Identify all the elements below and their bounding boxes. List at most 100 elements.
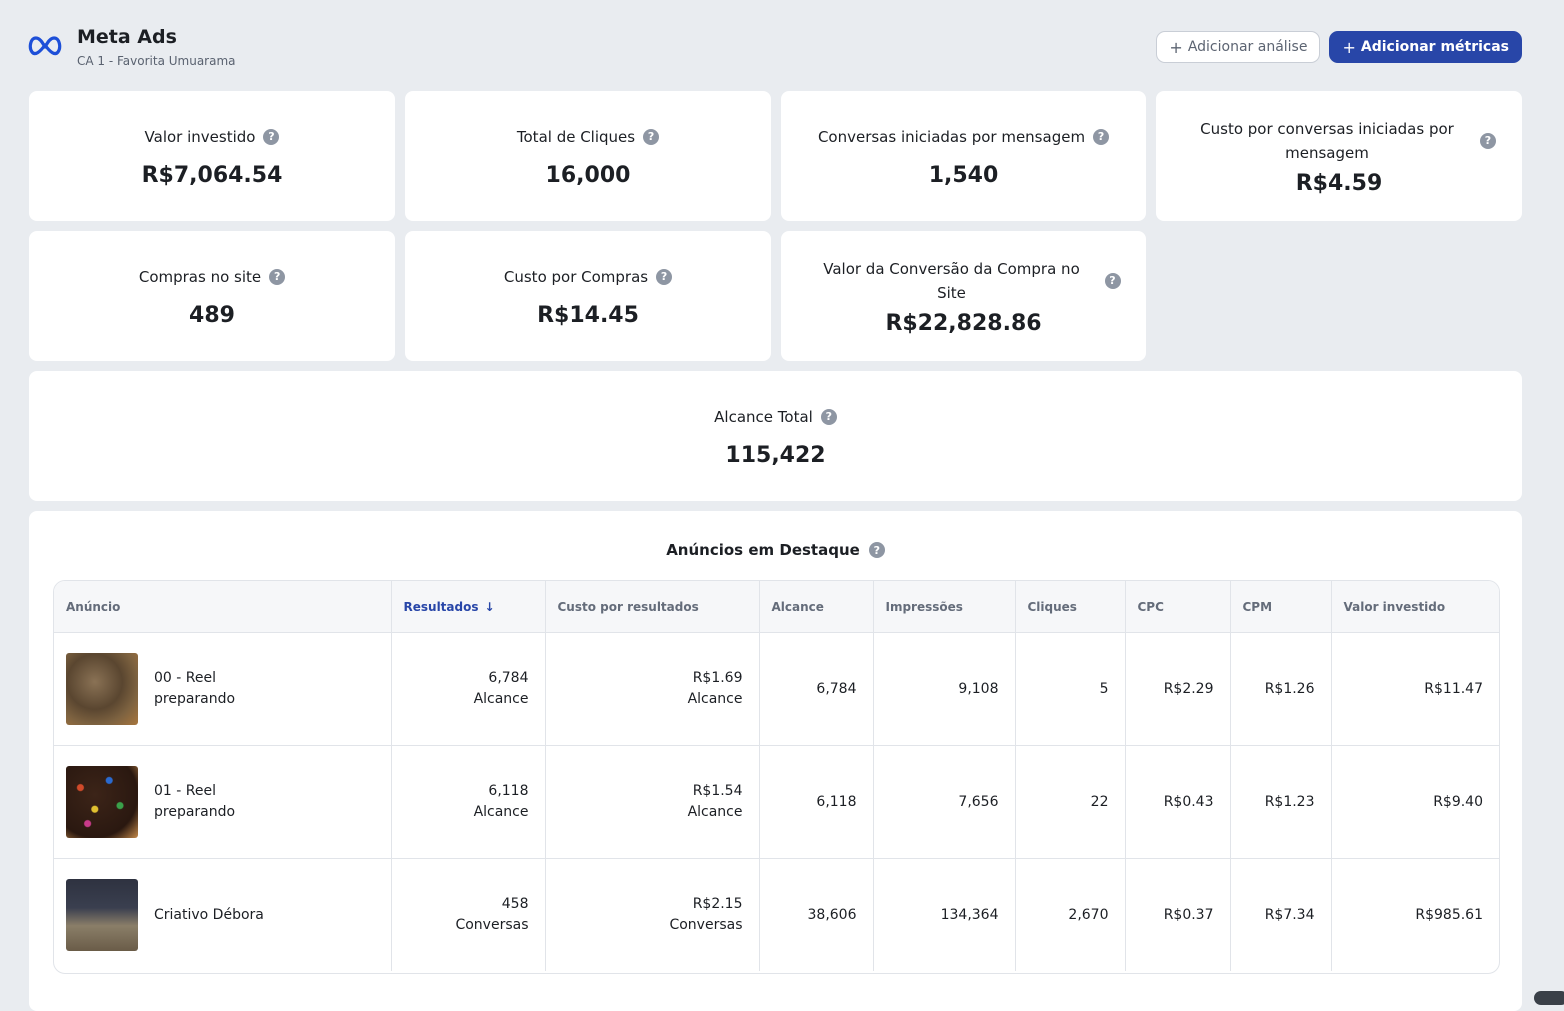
metric-value: 1,540 [928, 162, 999, 188]
metric-card-custo-conversas: Custo por conversas iniciadas por mensag… [1156, 91, 1522, 221]
help-icon[interactable]: ? [656, 268, 673, 285]
table-row[interactable]: 01 - Reel preparando 6,118 Alcance R$1.54 A… [54, 745, 1499, 859]
metric-label: Custo por conversas iniciadas por mensag… [1200, 119, 1454, 162]
cpc-cell: R$0.37 [1125, 858, 1231, 971]
results-type: Alcance [473, 804, 529, 820]
column-header-anuncio[interactable]: Anúncio [54, 581, 392, 633]
column-header-cpm[interactable]: CPM [1230, 581, 1332, 633]
results-type: Conversas [455, 917, 529, 933]
help-icon[interactable]: ? [643, 128, 660, 145]
app-title: Meta Ads [77, 26, 177, 48]
clicks-cell: 22 [1015, 745, 1126, 859]
metric-label: Alcance Total [714, 407, 813, 426]
section-title: Anúncios em Destaque [666, 541, 860, 559]
metric-card-valor-conversao: Valor da Conversão da Compra no Site? R$… [781, 231, 1146, 361]
metric-card-compras: Compras no site? 489 [29, 231, 395, 361]
metric-value: 115,422 [725, 442, 826, 468]
results-type: Alcance [473, 691, 529, 707]
metric-value: 16,000 [545, 162, 631, 188]
ad-thumbnail[interactable] [66, 653, 138, 725]
column-header-resultados[interactable]: Resultados ↓ [391, 581, 546, 633]
results-value: 6,784 [488, 670, 529, 686]
page-header: Meta Ads CA 1 - Favorita Umuarama + Adic… [28, 24, 1522, 74]
clicks-cell: 5 [1015, 632, 1126, 746]
table-row[interactable]: Criativo Débora 458 Conversas R$2.15 Conve… [54, 858, 1499, 971]
featured-ads-card: Anúncios em Destaque ? Anúncio Resultado… [29, 511, 1522, 1011]
add-metrics-label: Adicionar métricas [1360, 39, 1509, 55]
column-header-impressoes[interactable]: Impressões [873, 581, 1016, 633]
cpm-cell: R$1.26 [1230, 632, 1332, 746]
help-icon[interactable]: ? [820, 408, 837, 425]
reach-cell: 38,606 [759, 858, 874, 971]
metric-value: R$7,064.54 [141, 162, 283, 188]
metric-label: Compras no site [138, 267, 262, 286]
metric-label: Conversas iniciadas por mensagem [817, 127, 1086, 146]
header-actions: + Adicionar análise + Adicionar métricas [1156, 31, 1522, 63]
metric-value: R$14.45 [537, 302, 639, 328]
plus-icon: + [1342, 37, 1356, 57]
cpc-cell: R$0.43 [1125, 745, 1231, 859]
featured-ads-table: Anúncio Resultados ↓ Custo por resultados… [53, 580, 1500, 974]
column-header-valor-investido[interactable]: Valor investido [1331, 581, 1499, 633]
clicks-cell: 2,670 [1015, 858, 1126, 971]
ad-name: Criativo Débora [154, 906, 264, 923]
metric-card-valor-investido: Valor investido? R$7,064.54 [29, 91, 395, 221]
metric-label: Valor da Conversão da Compra no Site [823, 259, 1080, 302]
ad-thumbnail[interactable] [66, 879, 138, 951]
arrow-down-icon: ↓ [484, 599, 495, 614]
spent-cell: R$985.61 [1415, 907, 1483, 923]
ad-name: 00 - Reel [154, 670, 216, 686]
column-header-cpc[interactable]: CPC [1125, 581, 1231, 633]
column-header-label: Resultados [403, 599, 479, 614]
ad-thumbnail[interactable] [66, 766, 138, 838]
spent-cell: R$9.40 [1331, 745, 1499, 859]
column-header-cliques[interactable]: Cliques [1015, 581, 1126, 633]
add-analysis-button[interactable]: + Adicionar análise [1156, 31, 1321, 63]
floating-widget-tab[interactable] [1534, 991, 1564, 1005]
ad-name: preparando [154, 804, 236, 820]
metric-card-custo-compras: Custo por Compras? R$14.45 [405, 231, 771, 361]
cost-type: Alcance [687, 691, 743, 707]
add-analysis-label: Adicionar análise [1187, 39, 1308, 55]
help-icon[interactable]: ? [868, 542, 885, 558]
column-header-alcance[interactable]: Alcance [759, 581, 874, 633]
impressions-cell: 134,364 [873, 858, 1016, 971]
table-row[interactable]: 00 - Reel preparando 6,784 Alcance R$1.69 A… [54, 632, 1499, 746]
account-name: CA 1 - Favorita Umuarama [77, 54, 236, 68]
metric-value: 489 [189, 302, 235, 328]
column-header-custo[interactable]: Custo por resultados [545, 581, 760, 633]
metric-card-conversas: Conversas iniciadas por mensagem? 1,540 [781, 91, 1146, 221]
plus-icon: + [1169, 37, 1183, 57]
metric-card-alcance-total: Alcance Total? 115,422 [29, 371, 1522, 501]
cost-type: Conversas [669, 917, 743, 933]
impressions-cell: 7,656 [873, 745, 1016, 859]
cpm-cell: R$7.34 [1230, 858, 1332, 971]
metric-label: Custo por Compras [503, 267, 649, 286]
help-icon[interactable]: ? [1480, 132, 1496, 149]
cost-value: R$1.69 [692, 670, 743, 686]
metric-label: Total de Cliques [516, 127, 636, 146]
metric-card-total-cliques: Total de Cliques? 16,000 [405, 91, 771, 221]
help-icon[interactable]: ? [1104, 272, 1121, 289]
cost-type: Alcance [687, 804, 743, 820]
results-value: 458 [501, 896, 529, 912]
metric-value: R$4.59 [1295, 170, 1383, 196]
metric-label: Valor investido [144, 127, 256, 146]
help-icon[interactable]: ? [269, 268, 286, 285]
reach-cell: 6,784 [759, 632, 874, 746]
help-icon[interactable]: ? [1093, 128, 1110, 145]
cost-value: R$1.54 [692, 783, 743, 799]
metric-value: R$22,828.86 [885, 310, 1042, 336]
cpc-cell: R$2.29 [1125, 632, 1231, 746]
cpm-cell: R$1.23 [1230, 745, 1332, 859]
ad-name: 01 - Reel [154, 783, 216, 799]
cost-value: R$2.15 [692, 896, 743, 912]
reach-cell: 6,118 [759, 745, 874, 859]
help-icon[interactable]: ? [263, 128, 280, 145]
spent-cell: R$11.47 [1331, 632, 1499, 746]
results-value: 6,118 [488, 783, 529, 799]
impressions-cell: 9,108 [873, 632, 1016, 746]
table-header-row: Anúncio Resultados ↓ Custo por resultados… [54, 581, 1499, 633]
meta-logo-icon [28, 36, 62, 56]
add-metrics-button[interactable]: + Adicionar métricas [1329, 31, 1522, 63]
